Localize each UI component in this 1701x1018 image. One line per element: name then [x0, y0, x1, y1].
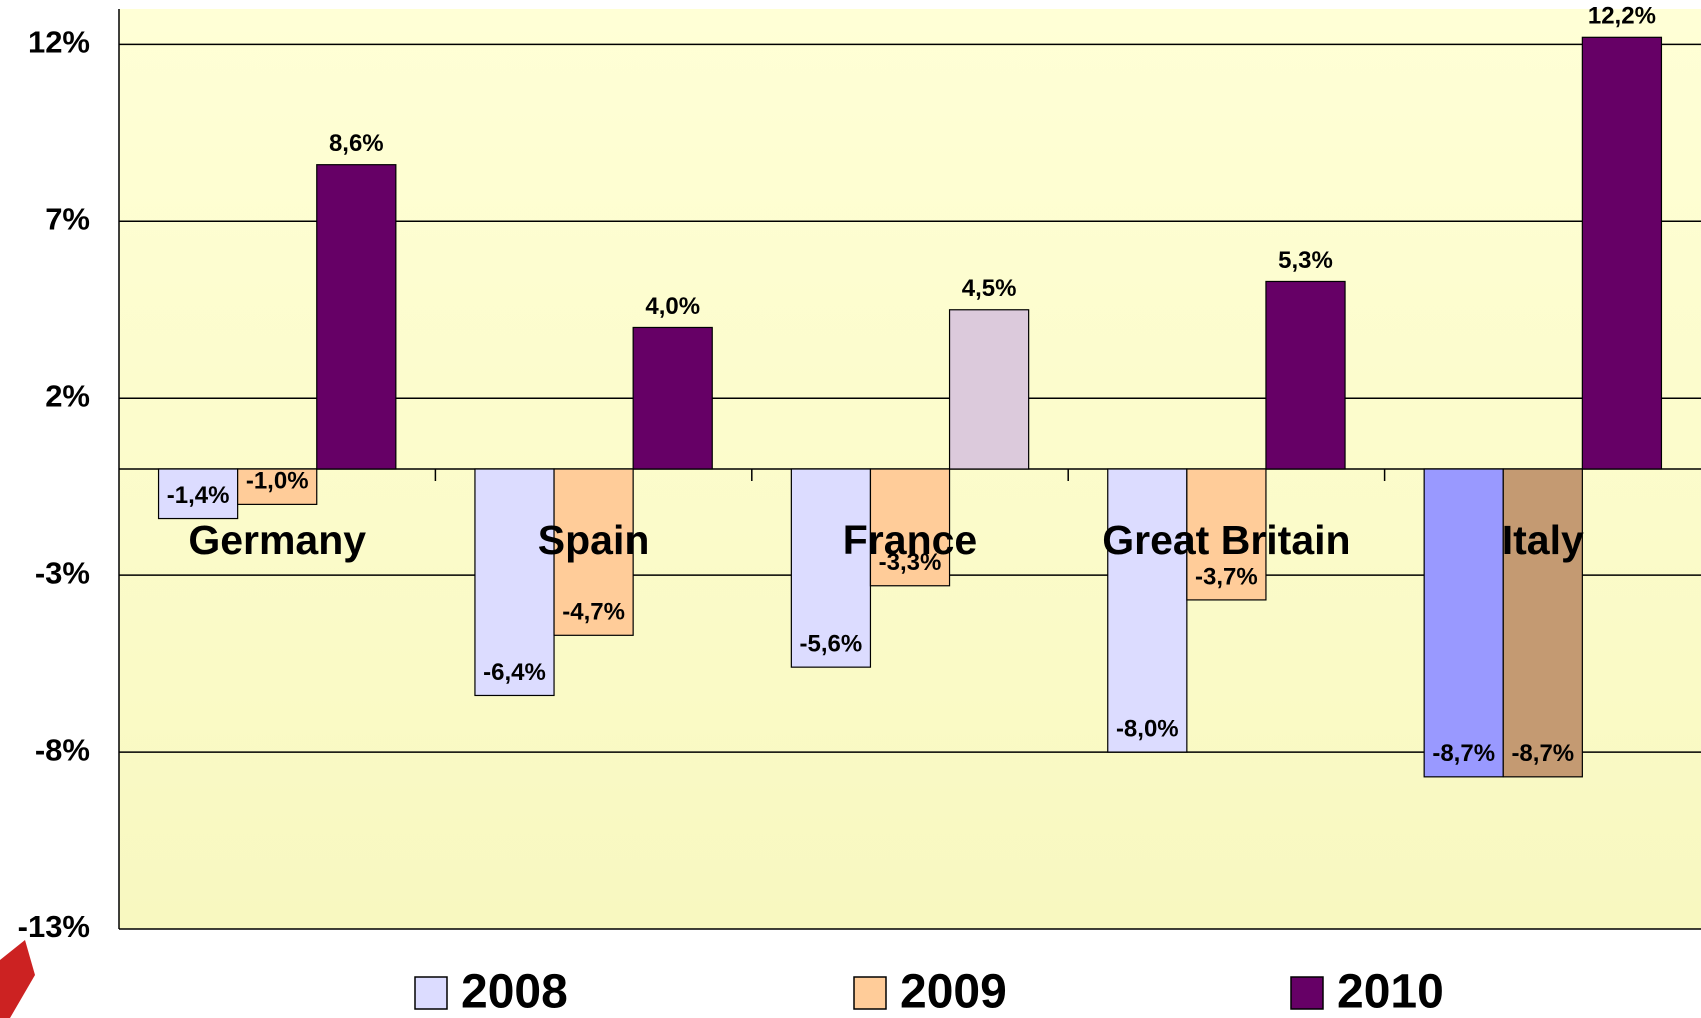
bar — [157, 468, 239, 520]
y-tick-label: 7% — [45, 201, 90, 236]
value-label: -1,4% — [167, 482, 230, 509]
bar — [316, 164, 397, 470]
value-label: -8,7% — [1432, 740, 1495, 767]
bar — [632, 326, 713, 470]
bar — [948, 309, 1030, 470]
y-tick-label: -8% — [35, 732, 90, 767]
y-tick-label: -13% — [18, 909, 90, 944]
value-label: -4,7% — [562, 599, 625, 626]
y-tick-label: 12% — [28, 25, 90, 60]
category-label: Spain — [538, 517, 650, 563]
value-label: -8,7% — [1511, 740, 1574, 767]
y-tick-label: 2% — [45, 378, 90, 413]
legend-swatch — [1290, 976, 1324, 1010]
value-label: 4,0% — [645, 293, 700, 320]
legend-swatch — [414, 976, 448, 1010]
bar — [1502, 468, 1583, 778]
bar — [1581, 36, 1663, 470]
legend-label: 2010 — [1337, 966, 1444, 1018]
decoration — [0, 940, 35, 1018]
bar — [1423, 468, 1504, 778]
value-label: -3,7% — [1195, 563, 1258, 590]
category-label: Great Britain — [1102, 517, 1350, 563]
y-tick-label: -3% — [35, 555, 90, 590]
legend-label: 2009 — [900, 966, 1007, 1018]
value-label: -3,3% — [879, 549, 942, 576]
value-label: 4,5% — [962, 275, 1017, 302]
bar — [790, 468, 872, 668]
category-label: Italy — [1502, 517, 1584, 563]
bar — [869, 468, 951, 587]
legend-swatch — [853, 976, 887, 1010]
value-label: 8,6% — [329, 130, 384, 157]
bar — [1107, 468, 1188, 753]
bar — [1265, 280, 1346, 470]
value-label: -8,0% — [1116, 715, 1179, 742]
value-label: -1,0% — [246, 468, 309, 495]
value-label: 5,3% — [1278, 247, 1333, 274]
value-label: 12,2% — [1588, 3, 1656, 30]
value-label: -6,4% — [483, 659, 546, 686]
bar — [237, 468, 318, 505]
category-label: France — [843, 517, 977, 563]
legend-label: 2008 — [461, 966, 568, 1018]
category-label: Germany — [188, 517, 366, 563]
bar — [1186, 468, 1267, 601]
value-label: -5,6% — [800, 630, 863, 657]
bar — [474, 468, 555, 697]
bar — [553, 468, 634, 636]
